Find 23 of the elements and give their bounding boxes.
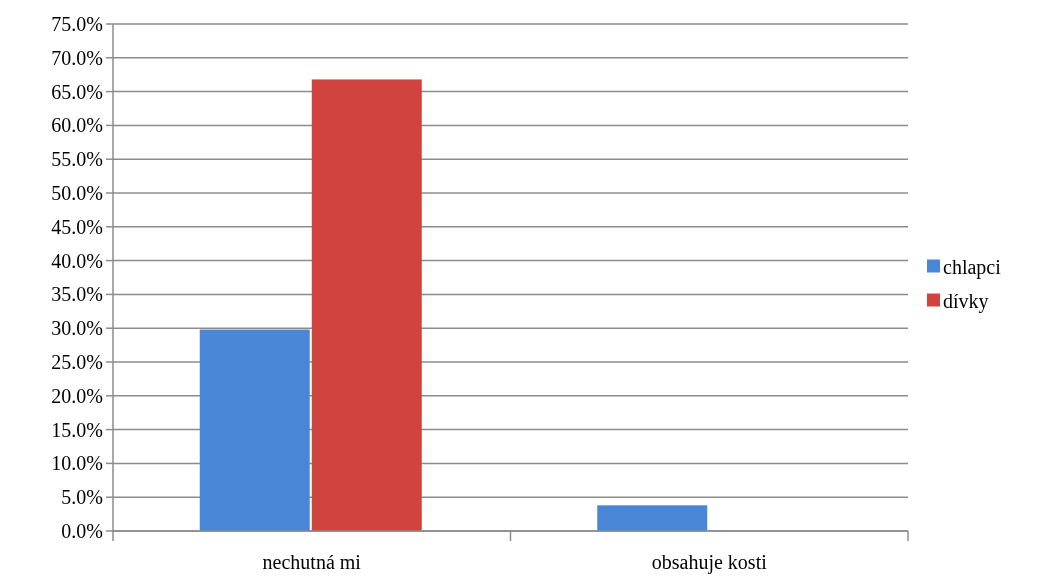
y-tick-label: 30.0%: [51, 317, 103, 340]
x-tick-label: nechutná mi: [262, 551, 362, 573]
legend-label: chlapci: [943, 255, 1002, 279]
x-tick-label: obsahuje kosti: [651, 551, 768, 574]
y-tick-label: 70.0%: [51, 46, 103, 69]
y-tick-label: 55.0%: [51, 148, 103, 171]
y-tick-label: 65.0%: [51, 80, 103, 103]
y-tick-label: 45.0%: [51, 215, 103, 238]
bar: [597, 505, 708, 531]
y-tick-label: 20.0%: [51, 384, 103, 407]
y-tick-label: 5.0%: [61, 486, 103, 509]
y-tick-label: 10.0%: [51, 452, 103, 475]
y-tick-label: 60.0%: [51, 114, 103, 137]
y-tick-label: 75.0%: [51, 13, 103, 35]
y-tick-label: 40.0%: [51, 249, 103, 272]
bar: [311, 79, 422, 531]
y-tick-label: 15.0%: [51, 418, 103, 441]
y-tick-label: 50.0%: [51, 182, 103, 204]
y-tick-label: 35.0%: [51, 283, 103, 306]
y-tick-label: 25.0%: [51, 351, 103, 373]
bar: [199, 329, 310, 531]
legend-label: dívky: [943, 289, 989, 313]
y-tick-label: 0.0%: [61, 520, 103, 542]
